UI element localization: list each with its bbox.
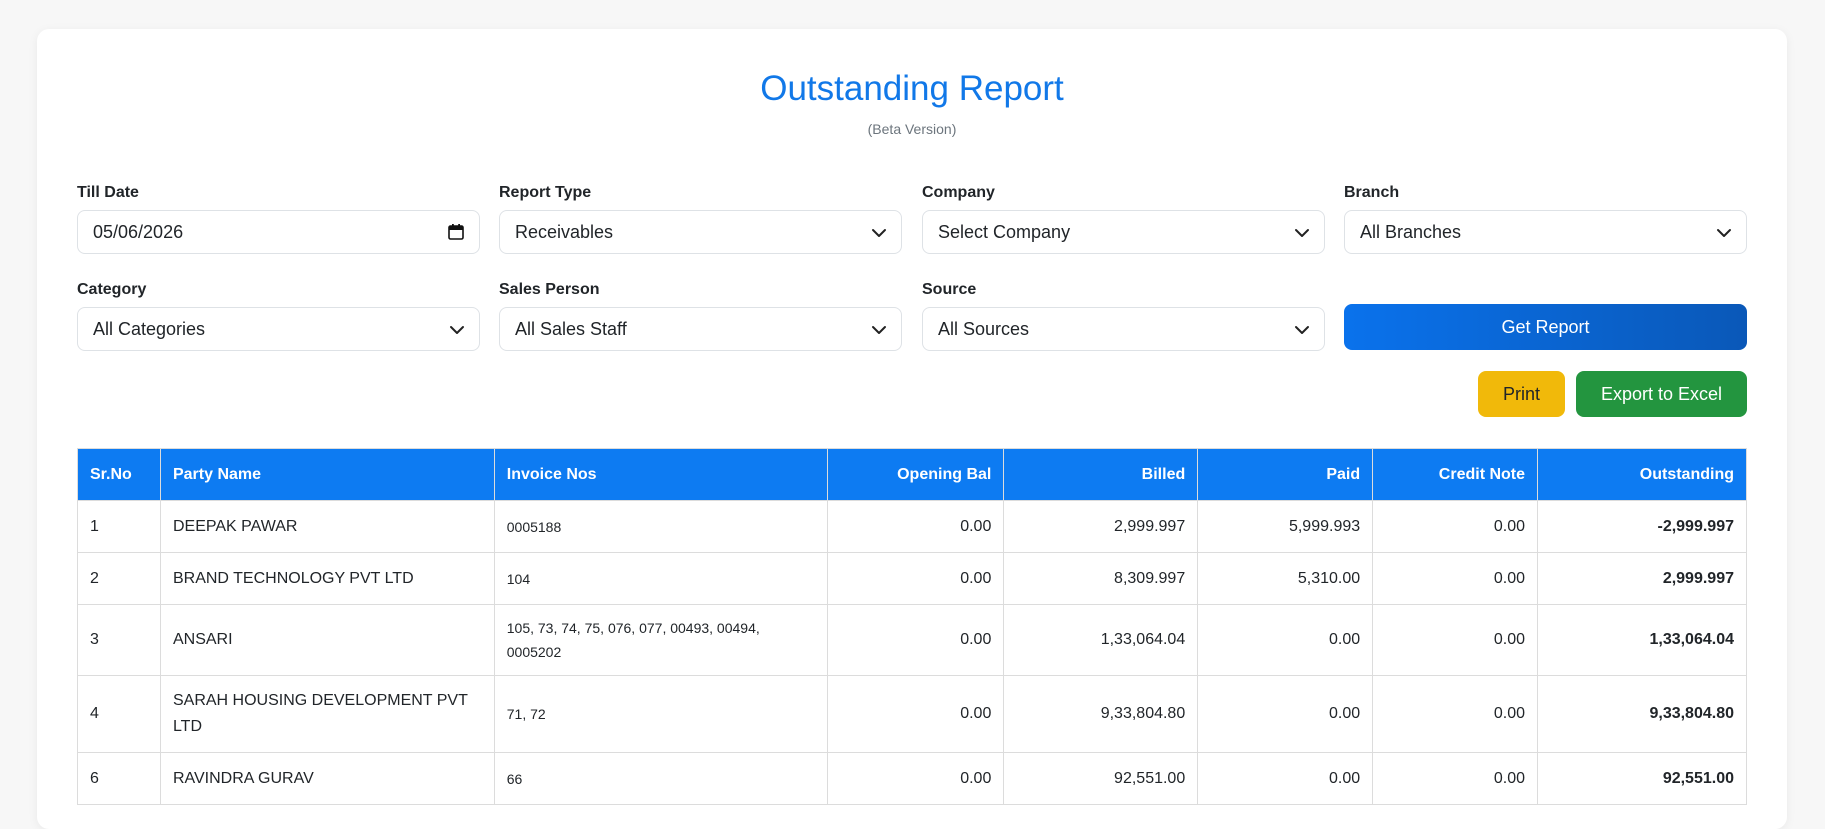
cell-opening-bal: 0.00 bbox=[827, 675, 1005, 753]
cell-srno: 4 bbox=[77, 675, 161, 753]
cell-outstanding: 9,33,804.80 bbox=[1537, 675, 1747, 753]
calendar-icon[interactable] bbox=[447, 223, 465, 241]
report-type-field: Report Type Receivables bbox=[499, 184, 902, 254]
table-row[interactable]: 6 RAVINDRA GURAV 66 0.00 92,551.00 0.00 … bbox=[77, 752, 1747, 805]
table-row[interactable]: 1 DEEPAK PAWAR 0005188 0.00 2,999.997 5,… bbox=[77, 500, 1747, 553]
cell-opening-bal: 0.00 bbox=[827, 752, 1005, 805]
branch-select[interactable]: All Branches bbox=[1344, 210, 1747, 254]
cell-srno: 3 bbox=[77, 604, 161, 676]
branch-label: Branch bbox=[1344, 184, 1400, 201]
table-row[interactable]: 4 SARAH HOUSING DEVELOPMENT PVT LTD 71, … bbox=[77, 675, 1747, 753]
till-date-label: Till Date bbox=[77, 184, 139, 201]
cell-paid: 5,310.00 bbox=[1197, 552, 1374, 605]
till-date-field: Till Date 05/06/2026 bbox=[77, 184, 480, 254]
cell-invoice-nos: 71, 72 bbox=[493, 675, 829, 753]
cell-party-name: BRAND TECHNOLOGY PVT LTD bbox=[159, 552, 495, 605]
cell-billed: 2,999.997 bbox=[1003, 500, 1199, 553]
table-row[interactable]: 2 BRAND TECHNOLOGY PVT LTD 104 0.00 8,30… bbox=[77, 552, 1747, 605]
report-type-label: Report Type bbox=[499, 184, 592, 201]
cell-opening-bal: 0.00 bbox=[827, 604, 1005, 676]
source-select[interactable]: All Sources bbox=[922, 307, 1325, 351]
cell-opening-bal: 0.00 bbox=[827, 500, 1005, 553]
export-excel-button[interactable]: Export to Excel bbox=[1576, 371, 1747, 417]
cell-credit-note: 0.00 bbox=[1372, 552, 1539, 605]
company-field: Company Select Company bbox=[922, 184, 1325, 254]
cell-invoice-nos: 105, 73, 74, 75, 076, 077, 00493, 00494,… bbox=[493, 604, 829, 676]
cell-paid: 0.00 bbox=[1197, 675, 1374, 753]
chevron-down-icon bbox=[1295, 326, 1309, 334]
cell-opening-bal: 0.00 bbox=[827, 552, 1005, 605]
branch-value: All Branches bbox=[1360, 221, 1462, 242]
cell-outstanding: 2,999.997 bbox=[1537, 552, 1747, 605]
cell-invoice-nos: 66 bbox=[493, 752, 829, 805]
sales-person-label: Sales Person bbox=[499, 281, 600, 298]
page-subtitle: (Beta Version) bbox=[867, 121, 957, 137]
category-select[interactable]: All Categories bbox=[77, 307, 480, 351]
col-header-party-name[interactable]: Party Name bbox=[159, 448, 495, 501]
table-row[interactable]: 3 ANSARI 105, 73, 74, 75, 076, 077, 0049… bbox=[77, 604, 1747, 676]
page-title: Outstanding Report bbox=[760, 69, 1064, 108]
chevron-down-icon bbox=[1295, 229, 1309, 237]
cell-party-name: ANSARI bbox=[159, 604, 495, 676]
cell-party-name: SARAH HOUSING DEVELOPMENT PVT LTD bbox=[159, 675, 495, 753]
source-value: All Sources bbox=[938, 318, 1030, 339]
col-header-srno[interactable]: Sr.No bbox=[77, 448, 161, 501]
chevron-down-icon bbox=[1717, 229, 1731, 237]
report-type-select[interactable]: Receivables bbox=[499, 210, 902, 254]
cell-party-name: DEEPAK PAWAR bbox=[159, 500, 495, 553]
col-header-billed[interactable]: Billed bbox=[1003, 448, 1199, 501]
col-header-opening-bal[interactable]: Opening Bal bbox=[827, 448, 1005, 501]
company-select[interactable]: Select Company bbox=[922, 210, 1325, 254]
source-field: Source All Sources bbox=[922, 281, 1325, 351]
cell-srno: 2 bbox=[77, 552, 161, 605]
cell-srno: 1 bbox=[77, 500, 161, 553]
col-header-credit-note[interactable]: Credit Note bbox=[1372, 448, 1539, 501]
till-date-input[interactable]: 05/06/2026 bbox=[77, 210, 480, 254]
cell-srno: 6 bbox=[77, 752, 161, 805]
col-header-outstanding[interactable]: Outstanding bbox=[1537, 448, 1747, 501]
chevron-down-icon bbox=[872, 229, 886, 237]
cell-credit-note: 0.00 bbox=[1372, 675, 1539, 753]
cell-paid: 5,999.993 bbox=[1197, 500, 1374, 553]
company-value: Select Company bbox=[938, 221, 1071, 242]
cell-outstanding: -2,999.997 bbox=[1537, 500, 1747, 553]
chevron-down-icon bbox=[450, 326, 464, 334]
cell-credit-note: 0.00 bbox=[1372, 604, 1539, 676]
cell-billed: 8,309.997 bbox=[1003, 552, 1199, 605]
report-card: Outstanding Report (Beta Version) Till D… bbox=[37, 29, 1787, 829]
sales-person-value: All Sales Staff bbox=[515, 318, 627, 339]
table-header-row: Sr.No Party Name Invoice Nos Opening Bal… bbox=[77, 448, 1747, 501]
col-header-paid[interactable]: Paid bbox=[1197, 448, 1374, 501]
cell-paid: 0.00 bbox=[1197, 752, 1374, 805]
cell-billed: 1,33,064.04 bbox=[1003, 604, 1199, 676]
sales-person-field: Sales Person All Sales Staff bbox=[499, 281, 902, 351]
cell-outstanding: 92,551.00 bbox=[1537, 752, 1747, 805]
branch-field: Branch All Branches bbox=[1344, 184, 1747, 254]
till-date-value: 05/06/2026 bbox=[93, 221, 184, 242]
cell-billed: 92,551.00 bbox=[1003, 752, 1199, 805]
cell-invoice-nos: 0005188 bbox=[493, 500, 829, 553]
sales-person-select[interactable]: All Sales Staff bbox=[499, 307, 902, 351]
cell-party-name: RAVINDRA GURAV bbox=[159, 752, 495, 805]
col-header-invoice-nos[interactable]: Invoice Nos bbox=[493, 448, 829, 501]
chevron-down-icon bbox=[872, 326, 886, 334]
category-value: All Categories bbox=[93, 318, 206, 339]
print-button[interactable]: Print bbox=[1478, 371, 1565, 417]
outstanding-table: Sr.No Party Name Invoice Nos Opening Bal… bbox=[77, 448, 1747, 805]
cell-credit-note: 0.00 bbox=[1372, 500, 1539, 553]
cell-paid: 0.00 bbox=[1197, 604, 1374, 676]
source-label: Source bbox=[922, 281, 977, 298]
category-field: Category All Categories bbox=[77, 281, 480, 351]
category-label: Category bbox=[77, 281, 147, 298]
company-label: Company bbox=[922, 184, 995, 201]
report-type-value: Receivables bbox=[515, 221, 614, 242]
cell-credit-note: 0.00 bbox=[1372, 752, 1539, 805]
cell-billed: 9,33,804.80 bbox=[1003, 675, 1199, 753]
cell-outstanding: 1,33,064.04 bbox=[1537, 604, 1747, 676]
cell-invoice-nos: 104 bbox=[493, 552, 829, 605]
get-report-button[interactable]: Get Report bbox=[1344, 304, 1747, 350]
